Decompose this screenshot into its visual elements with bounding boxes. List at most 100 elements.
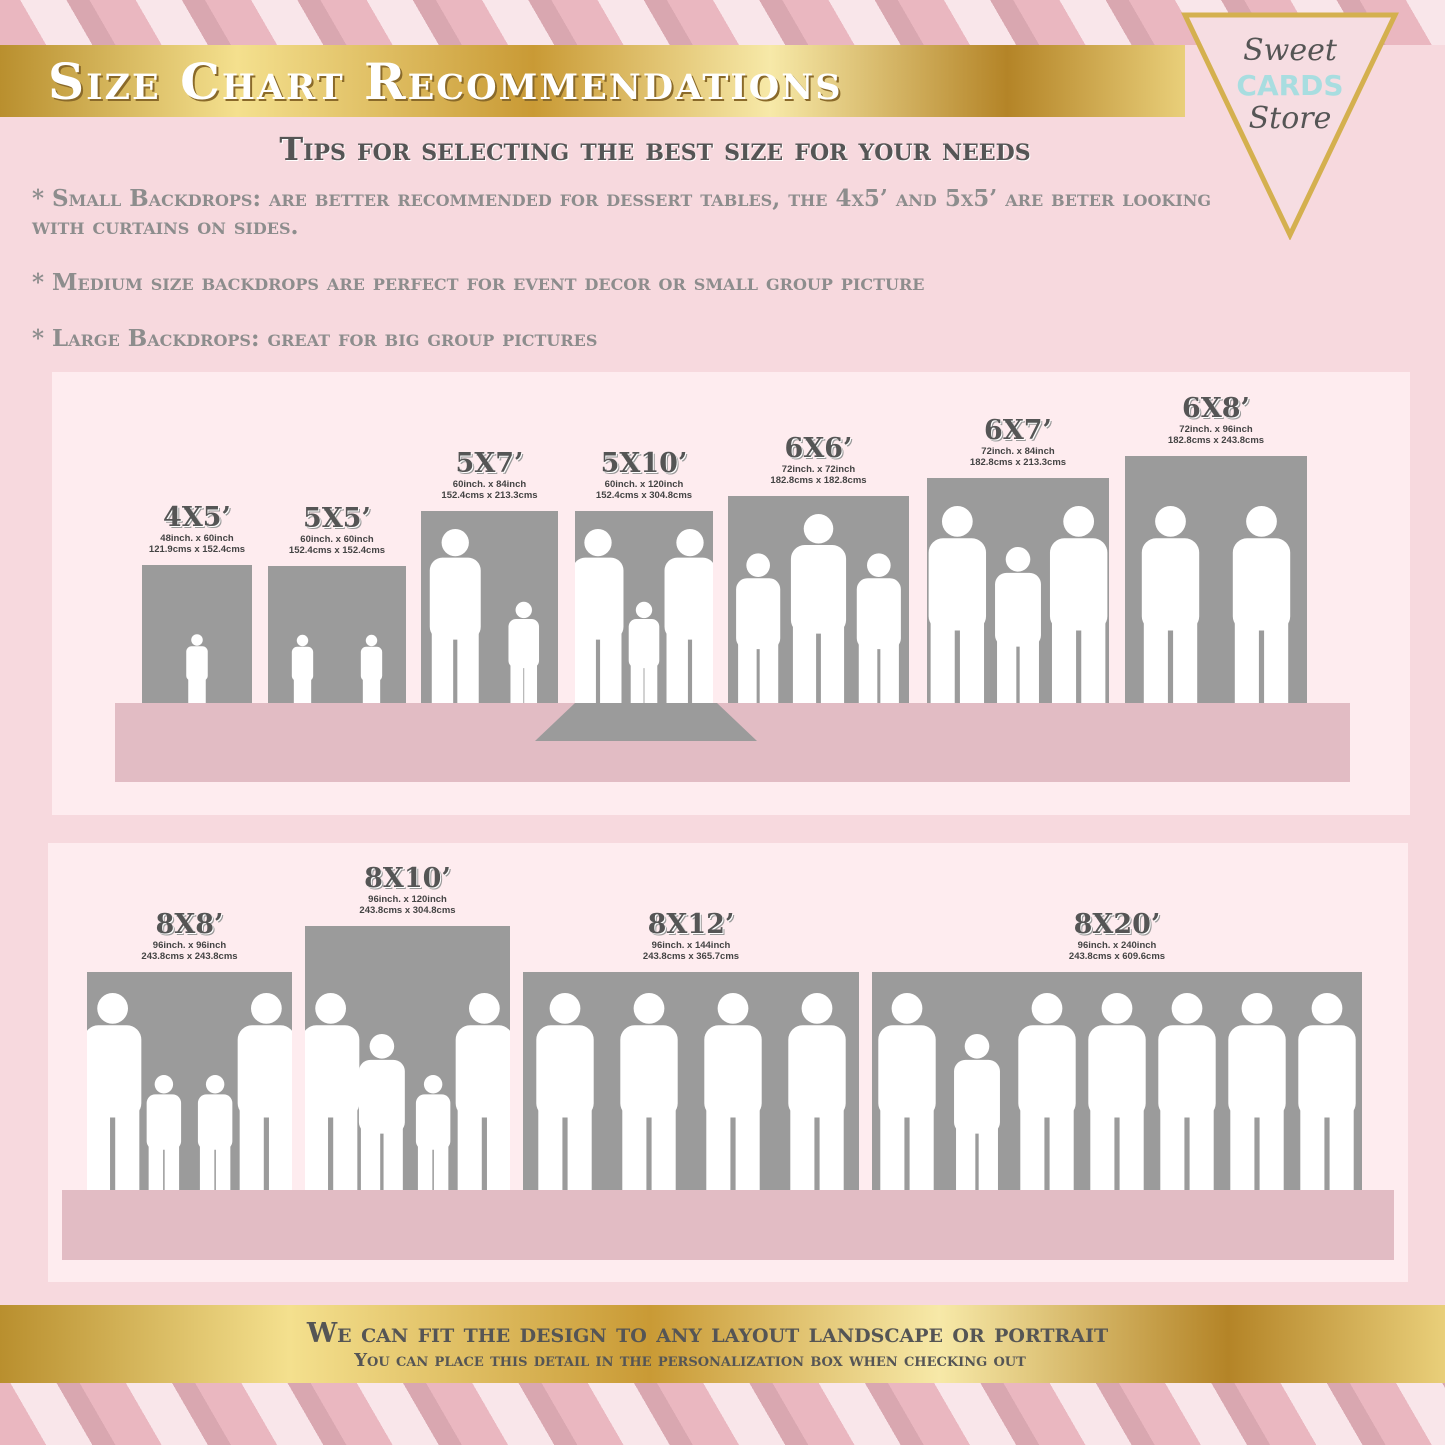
- backdrop-8x20: [872, 972, 1362, 1190]
- size-label: 6X7’ 72inch. x 84inch 182.8cms x 213.3cms: [927, 415, 1109, 469]
- person-silhouette: [415, 1075, 451, 1190]
- backdrop-6x8: [1125, 456, 1307, 703]
- person-silhouette: [1228, 993, 1286, 1190]
- size-cm: 182.8cms x 182.8cms: [770, 475, 867, 486]
- size-label: 5X5’ 60inch. x 60inch 152.4cms x 152.4cms: [268, 503, 406, 557]
- size-size: 5X7’: [455, 448, 524, 479]
- size-inch: 96inch. x 120inch: [368, 894, 447, 905]
- size-label: 5X10’ 60inch. x 120inch 152.4cms x 304.8cm…: [575, 448, 713, 502]
- floor-extension: [535, 703, 757, 741]
- person-silhouette: [1141, 506, 1200, 703]
- person-silhouette: [995, 547, 1041, 703]
- size-inch: 72inch. x 84inch: [981, 446, 1055, 457]
- size-label: 8X12’ 96inch. x 144inch 243.8cms x 365.7cm…: [523, 909, 859, 963]
- size-size: 6X8’: [1182, 393, 1250, 424]
- footer-line-1: We can fit the design to any layout land…: [306, 1318, 1109, 1349]
- person-silhouette: [628, 601, 660, 703]
- size-label: 4X5’ 48inch. x 60inch 121.9cms x 152.4cms: [142, 502, 252, 556]
- size-inch: 60inch. x 60inch: [300, 534, 374, 545]
- person-silhouette: [1049, 506, 1108, 703]
- svg-text:Sweet: Sweet: [1243, 33, 1338, 68]
- person-silhouette: [87, 993, 142, 1190]
- person-silhouette: [360, 634, 383, 703]
- size-inch: 48inch. x 60inch: [160, 533, 234, 544]
- page-title: Size Chart Recommendations: [48, 52, 843, 111]
- svg-text:CARDS: CARDS: [1236, 69, 1343, 102]
- tip-medium: * Medium size backdrops are perfect for …: [32, 269, 925, 296]
- backdrop-8x10: [305, 926, 510, 1190]
- size-cm: 182.8cms x 213.3cms: [969, 457, 1067, 468]
- size-size: 5X5’: [303, 503, 371, 534]
- person-silhouette: [1298, 993, 1356, 1190]
- person-silhouette: [146, 1075, 182, 1190]
- person-silhouette: [736, 553, 781, 703]
- size-label: 5X7’ 60inch. x 84inch 152.4cms x 213.3cms: [421, 448, 558, 502]
- size-cm: 243.8cms x 609.6cms: [1068, 951, 1166, 962]
- size-size: 6X7’: [984, 415, 1052, 446]
- size-size: 5X10’: [600, 448, 688, 479]
- size-label: 6X6’ 72inch. x 72inch 182.8cms x 182.8cms: [728, 433, 909, 487]
- person-silhouette: [508, 601, 540, 703]
- backdrop-8x12: [523, 972, 859, 1190]
- person-silhouette: [928, 506, 987, 703]
- size-size: 4X5’: [163, 502, 231, 533]
- person-silhouette: [429, 529, 481, 703]
- platform-1: [115, 703, 1350, 782]
- person-silhouette: [1232, 506, 1291, 703]
- size-inch: 72inch. x 72inch: [781, 464, 856, 475]
- person-silhouette: [1018, 993, 1076, 1190]
- size-inch: 72inch. x 96inch: [1179, 424, 1253, 435]
- person-silhouette: [1088, 993, 1146, 1190]
- size-label: 6X8’ 72inch. x 96inch 182.8cms x 243.8cms: [1125, 393, 1307, 447]
- person-silhouette: [878, 993, 936, 1190]
- person-silhouette: [536, 993, 594, 1190]
- person-silhouette: [704, 993, 762, 1190]
- size-cm: 243.8cms x 365.7cms: [642, 951, 740, 962]
- decorative-pattern-bottom: [0, 1380, 1445, 1445]
- backdrop-6x6: [728, 496, 909, 703]
- size-label: 8X8’ 96inch. x 96inch 243.8cms x 243.8cms: [87, 910, 292, 963]
- size-cm: 243.8cms x 243.8cms: [141, 951, 238, 962]
- person-silhouette: [856, 553, 901, 703]
- backdrop-8x8: [87, 972, 292, 1190]
- person-silhouette: [237, 993, 292, 1190]
- size-label: 8X20’ 96inch. x 240inch 243.8cms x 609.6cm…: [872, 909, 1362, 963]
- size-inch: 96inch. x 144inch: [651, 940, 731, 951]
- tip-small: * Small Backdrops: are better recommende…: [32, 185, 1212, 240]
- person-silhouette: [575, 529, 624, 703]
- size-label: 8X10’ 96inch. x 120inch 243.8cms x 304.8cm…: [305, 863, 510, 917]
- footer-banner: [0, 1305, 1445, 1383]
- size-inch: 60inch. x 84inch: [452, 479, 527, 490]
- size-cm: 182.8cms x 243.8cms: [1167, 435, 1265, 446]
- size-size: 8X20’: [1073, 909, 1161, 940]
- size-cm: 243.8cms x 304.8cms: [359, 905, 456, 916]
- title-banner: [0, 45, 1185, 117]
- size-inch: 96inch. x 240inch: [1077, 940, 1157, 951]
- person-silhouette: [664, 529, 713, 703]
- store-logo: Sweet CARDS Store: [1181, 12, 1399, 240]
- size-size: 8X12’: [647, 909, 735, 940]
- person-silhouette: [790, 514, 847, 703]
- person-silhouette: [620, 993, 678, 1190]
- size-inch: 60inch. x 120inch: [604, 479, 684, 490]
- person-silhouette: [291, 634, 314, 703]
- person-silhouette: [788, 993, 846, 1190]
- backdrop-5x7: [421, 511, 558, 703]
- page-subtitle: Tips for selecting the best size for you…: [279, 130, 1031, 168]
- person-silhouette: [358, 1034, 405, 1190]
- person-silhouette: [186, 634, 208, 703]
- person-silhouette: [305, 993, 360, 1190]
- size-inch: 96inch. x 96inch: [152, 940, 227, 951]
- backdrop-4x5: [142, 565, 252, 703]
- backdrop-6x7: [927, 478, 1109, 703]
- person-silhouette: [455, 993, 510, 1190]
- size-cm: 152.4cms x 152.4cms: [288, 545, 386, 556]
- size-size: 6X6’: [784, 433, 853, 464]
- tip-large: * Large Backdrops: great for big group p…: [32, 325, 598, 352]
- person-silhouette: [1158, 993, 1216, 1190]
- backdrop-5x5: [268, 566, 406, 703]
- size-cm: 152.4cms x 213.3cms: [441, 490, 538, 501]
- size-size: 8X10’: [364, 863, 451, 894]
- size-cm: 152.4cms x 304.8cms: [595, 490, 693, 501]
- footer-line-2: You can place this detail in the persona…: [354, 1350, 1026, 1371]
